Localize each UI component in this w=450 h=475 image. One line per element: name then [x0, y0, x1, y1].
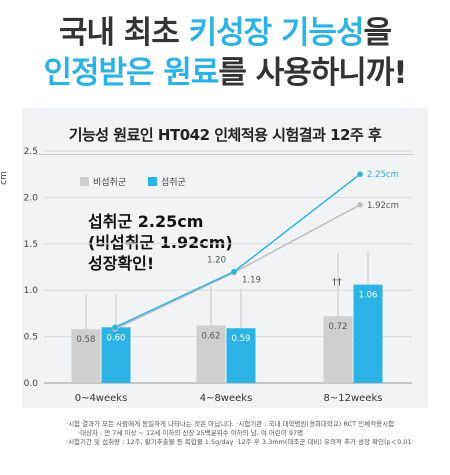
chart-title: 기능성 원료인 HT042 인체적용 시험결과 12주 후	[68, 126, 382, 144]
headline-text: 를 사용하니까!	[218, 55, 407, 91]
title-divider	[36, 154, 414, 155]
bar-value-label: 0.60	[107, 333, 126, 343]
line-point	[357, 202, 363, 208]
line-point	[112, 324, 118, 331]
line-value-label: 1.92cm	[367, 201, 399, 211]
x-tick-label: 8~12weeks	[324, 393, 383, 404]
bar	[101, 327, 131, 383]
headline-text: 국내 최초	[58, 15, 189, 51]
y-tick-label: 1.5	[24, 240, 38, 250]
y-tick-label: 2.5	[24, 147, 38, 157]
callout-line-2: (비섭취군 1.92cm)	[88, 233, 233, 252]
headline-highlight: 키성장 기능성	[188, 15, 365, 51]
bar	[71, 329, 101, 383]
line-value-label: 1.19	[242, 276, 261, 286]
line-point	[231, 268, 237, 275]
legend-label-control: 비섭취군	[93, 177, 126, 188]
footnote-line-1: ·시험 결과가 모든 사람에게 동일하게 나타나는 것은 아닙니다. ·시험기관…	[66, 420, 395, 428]
y-axis-label: cm	[0, 171, 9, 185]
x-tick-label: 4~8weeks	[200, 393, 253, 404]
line-value-label: 1.20	[207, 256, 226, 266]
y-tick-label: 1.0	[24, 286, 39, 296]
legend-swatch-control	[80, 177, 89, 186]
headline-line-1: 국내 최초 키성장 기능성을	[0, 7, 450, 52]
significance-mark: ††	[332, 277, 342, 288]
bar-value-label: 0.58	[77, 335, 96, 345]
bar	[226, 328, 256, 383]
bar-value-label: 0.72	[329, 322, 348, 332]
y-tick-label: 0.0	[24, 379, 39, 389]
bar-value-label: 1.06	[359, 291, 378, 301]
footnote-line-1b: ·대상자 : 만 7세 이상 ~ 12세 이하의 신장 25백분위수 이하의 남…	[78, 429, 304, 437]
bar	[323, 316, 353, 383]
headline-highlight: 인정받은 원료	[43, 55, 220, 91]
bar-value-label: 0.62	[202, 331, 221, 341]
x-tick-label: 0~4weeks	[75, 393, 128, 404]
bar-value-label: 0.59	[232, 334, 251, 344]
bar	[196, 325, 226, 383]
legend-swatch-treatment	[148, 177, 157, 186]
headline-line-2: 인정받은 원료를 사용하니까!	[0, 47, 450, 92]
y-tick-label: 2.0	[24, 193, 39, 203]
bar	[353, 284, 383, 383]
headline-text: 을	[363, 15, 393, 51]
line-point	[357, 171, 363, 177]
legend-label-treatment: 섭취군	[161, 177, 186, 188]
callout-line-1: 섭취군 2.25cm	[88, 212, 203, 231]
line-value-label: 2.25cm	[367, 170, 399, 180]
callout-line-3: 성장확인!	[88, 254, 154, 273]
footnote-line-2: ·시험기간 및 섭취량 : 12주, 황기추출물 등 복합물 1.5g/day …	[66, 438, 412, 446]
y-tick-label: 0.5	[24, 333, 38, 343]
